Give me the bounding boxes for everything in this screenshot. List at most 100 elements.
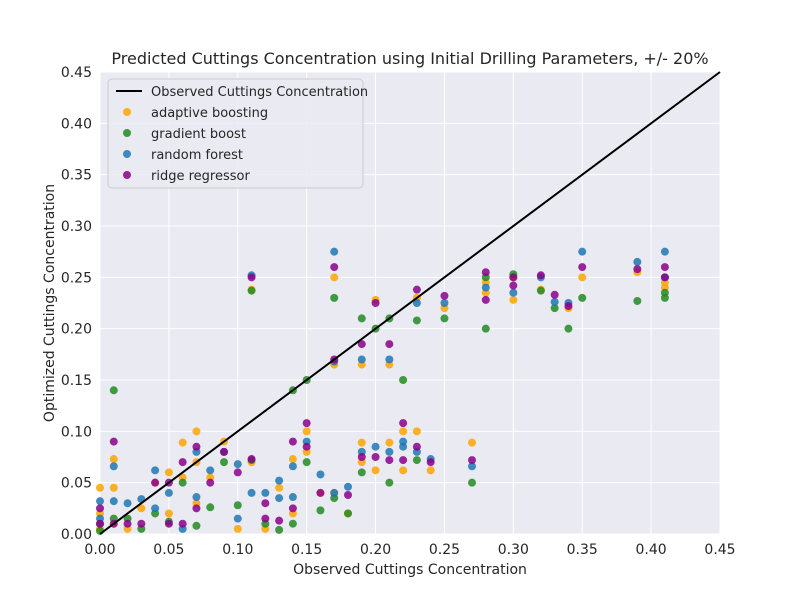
point-random-forest: [372, 443, 380, 451]
point-ridge-regressor: [537, 271, 545, 279]
point-gradient-boost: [316, 506, 324, 514]
legend-marker-adaptive-boosting: [123, 108, 131, 116]
point-gradient-boost: [358, 468, 366, 476]
point-ridge-regressor: [179, 458, 187, 466]
x-tick-label: 0.05: [153, 542, 184, 558]
point-random-forest: [124, 499, 132, 507]
point-adaptive-boosting: [468, 439, 476, 447]
point-ridge-regressor: [234, 468, 242, 476]
legend-marker-random-forest: [123, 150, 131, 158]
x-tick-label: 0.40: [636, 542, 667, 558]
point-random-forest: [110, 462, 118, 470]
point-ridge-regressor: [96, 504, 104, 512]
legend-label-gradient-boost: gradient boost: [151, 127, 246, 142]
point-gradient-boost: [482, 325, 490, 333]
point-ridge-regressor: [303, 443, 311, 451]
point-adaptive-boosting: [303, 427, 311, 435]
point-ridge-regressor: [385, 340, 393, 348]
point-ridge-regressor: [261, 515, 269, 523]
point-random-forest: [165, 489, 173, 497]
point-ridge-regressor: [551, 291, 559, 299]
point-random-forest: [633, 258, 641, 266]
point-random-forest: [440, 299, 448, 307]
point-gradient-boost: [468, 479, 476, 487]
point-ridge-regressor: [358, 453, 366, 461]
point-ridge-regressor: [137, 520, 145, 528]
point-adaptive-boosting: [192, 427, 200, 435]
point-ridge-regressor: [440, 292, 448, 300]
legend-label-random-forest: random forest: [151, 148, 243, 163]
point-ridge-regressor: [151, 479, 159, 487]
point-adaptive-boosting: [358, 439, 366, 447]
point-gradient-boost: [234, 501, 242, 509]
point-adaptive-boosting: [179, 439, 187, 447]
point-random-forest: [316, 470, 324, 478]
x-tick-label: 0.30: [498, 542, 529, 558]
x-tick-label: 0.20: [360, 542, 391, 558]
point-ridge-regressor: [661, 263, 669, 271]
point-ridge-regressor: [289, 504, 297, 512]
point-gradient-boost: [661, 289, 669, 297]
point-ridge-regressor: [179, 520, 187, 528]
x-tick-label: 0.00: [84, 542, 115, 558]
point-random-forest: [661, 248, 669, 256]
point-adaptive-boosting: [578, 273, 586, 281]
point-gradient-boost: [275, 526, 283, 534]
point-ridge-regressor: [275, 517, 283, 525]
point-ridge-regressor: [303, 419, 311, 427]
point-gradient-boost: [206, 503, 214, 511]
point-random-forest: [192, 493, 200, 501]
point-random-forest: [275, 494, 283, 502]
point-ridge-regressor: [482, 296, 490, 304]
point-adaptive-boosting: [110, 484, 118, 492]
point-random-forest: [358, 355, 366, 363]
point-random-forest: [151, 504, 159, 512]
x-tick-label: 0.35: [567, 542, 598, 558]
y-axis-title: Optimized Cuttings Concentration: [42, 184, 58, 422]
x-tick-label: 0.45: [704, 542, 735, 558]
point-ridge-regressor: [509, 282, 517, 290]
legend-label-ridge-regressor: ridge regressor: [151, 169, 250, 184]
point-random-forest: [96, 497, 104, 505]
point-ridge-regressor: [124, 520, 132, 528]
point-random-forest: [551, 298, 559, 306]
point-gradient-boost: [248, 287, 256, 295]
point-ridge-regressor: [399, 419, 407, 427]
point-ridge-regressor: [165, 520, 173, 528]
point-ridge-regressor: [385, 456, 393, 464]
point-adaptive-boosting: [330, 273, 338, 281]
point-ridge-regressor: [220, 448, 228, 456]
point-adaptive-boosting: [96, 484, 104, 492]
point-gradient-boost: [385, 479, 393, 487]
point-adaptive-boosting: [427, 466, 435, 474]
point-ridge-regressor: [633, 265, 641, 273]
point-adaptive-boosting: [165, 468, 173, 476]
point-adaptive-boosting: [289, 455, 297, 463]
point-ridge-regressor: [248, 273, 256, 281]
point-adaptive-boosting: [234, 525, 242, 533]
legend: Observed Cuttings Concentration adaptive…: [108, 79, 368, 188]
point-random-forest: [248, 489, 256, 497]
point-ridge-regressor: [427, 458, 435, 466]
point-gradient-boost: [578, 294, 586, 302]
point-gradient-boost: [192, 522, 200, 530]
point-ridge-regressor: [578, 263, 586, 271]
point-ridge-regressor: [206, 479, 214, 487]
point-gradient-boost: [564, 325, 572, 333]
point-adaptive-boosting: [110, 455, 118, 463]
point-ridge-regressor: [289, 438, 297, 446]
point-random-forest: [482, 284, 490, 292]
y-tick-label: 0.00: [61, 527, 92, 543]
point-gradient-boost: [303, 458, 311, 466]
x-tick-label: 0.15: [291, 542, 322, 558]
point-ridge-regressor: [509, 273, 517, 281]
point-adaptive-boosting: [385, 439, 393, 447]
chart-title: Predicted Cuttings Concentration using I…: [111, 49, 708, 68]
legend-marker-ridge-regressor: [123, 171, 131, 179]
y-tick-label: 0.20: [61, 322, 92, 338]
point-gradient-boost: [220, 458, 228, 466]
point-ridge-regressor: [344, 491, 352, 499]
point-random-forest: [275, 477, 283, 485]
point-random-forest: [110, 497, 118, 505]
point-gradient-boost: [413, 456, 421, 464]
